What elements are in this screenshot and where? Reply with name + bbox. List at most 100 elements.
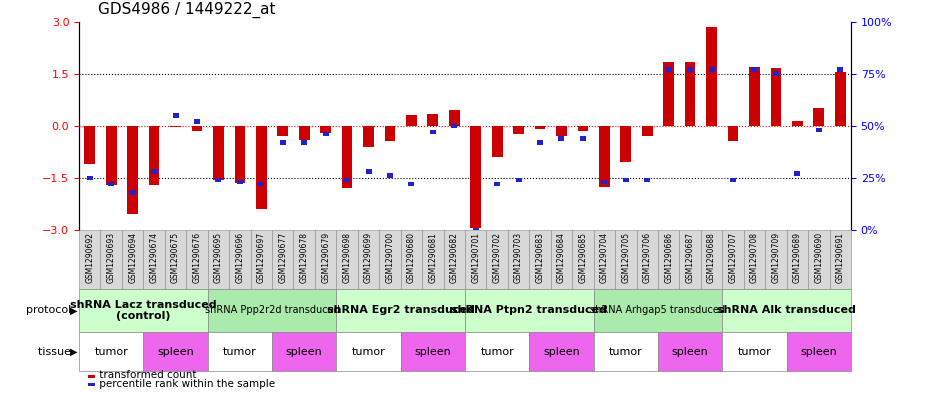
- Text: GSM1290691: GSM1290691: [836, 231, 844, 283]
- Bar: [751, 67, 757, 72]
- Bar: [272, 230, 294, 289]
- Text: spleen: spleen: [415, 347, 451, 357]
- Bar: [379, 230, 401, 289]
- Text: shRNA Alk transduced: shRNA Alk transduced: [717, 305, 856, 316]
- Bar: [143, 230, 165, 289]
- Bar: [492, 126, 502, 157]
- Bar: [837, 67, 844, 72]
- Text: ▶: ▶: [70, 347, 77, 357]
- Bar: [515, 178, 522, 182]
- Text: tissue: tissue: [38, 347, 74, 357]
- Bar: [229, 230, 250, 289]
- Bar: [294, 230, 315, 289]
- Bar: [234, 126, 246, 183]
- Text: tumor: tumor: [94, 347, 128, 357]
- Bar: [465, 230, 486, 289]
- Bar: [344, 178, 350, 182]
- Bar: [337, 332, 401, 371]
- Bar: [723, 230, 744, 289]
- Text: GSM1290678: GSM1290678: [299, 231, 309, 283]
- Text: GSM1290699: GSM1290699: [364, 231, 373, 283]
- Bar: [602, 180, 607, 184]
- Text: GSM1290703: GSM1290703: [514, 231, 523, 283]
- Bar: [100, 230, 122, 289]
- Text: spleen: spleen: [671, 347, 709, 357]
- Text: percentile rank within the sample: percentile rank within the sample: [96, 379, 275, 389]
- Text: GSM1290692: GSM1290692: [86, 231, 94, 283]
- Bar: [301, 140, 307, 145]
- Bar: [593, 230, 615, 289]
- Bar: [86, 176, 93, 180]
- Text: shRNA Lacz transduced
(control): shRNA Lacz transduced (control): [70, 300, 217, 321]
- Text: GSM1290682: GSM1290682: [450, 231, 458, 283]
- Bar: [680, 230, 701, 289]
- Bar: [387, 173, 393, 178]
- Bar: [401, 230, 422, 289]
- Bar: [315, 230, 337, 289]
- Bar: [401, 332, 465, 371]
- Bar: [79, 230, 100, 289]
- Text: GSM1290696: GSM1290696: [235, 231, 245, 283]
- Text: GSM1290708: GSM1290708: [750, 231, 759, 283]
- Bar: [250, 230, 272, 289]
- Text: GSM1290687: GSM1290687: [685, 231, 695, 283]
- Bar: [165, 230, 186, 289]
- Bar: [337, 289, 465, 332]
- Bar: [794, 171, 801, 176]
- Text: transformed count: transformed count: [96, 370, 196, 380]
- Text: GSM1290698: GSM1290698: [342, 231, 352, 283]
- Text: shRNA Arhgap5 transduced: shRNA Arhgap5 transduced: [591, 305, 725, 316]
- Bar: [666, 67, 671, 72]
- Bar: [556, 126, 567, 136]
- Text: GSM1290679: GSM1290679: [321, 231, 330, 283]
- Text: protocol: protocol: [26, 305, 74, 316]
- Bar: [494, 182, 500, 186]
- Text: spleen: spleen: [286, 347, 323, 357]
- Bar: [465, 332, 529, 371]
- Bar: [451, 123, 458, 128]
- Bar: [620, 126, 631, 162]
- Bar: [320, 126, 331, 133]
- Bar: [486, 230, 508, 289]
- Text: spleen: spleen: [801, 347, 837, 357]
- Bar: [194, 119, 200, 124]
- Bar: [623, 178, 629, 182]
- Bar: [216, 178, 221, 182]
- Text: GSM1290697: GSM1290697: [257, 231, 266, 283]
- Text: GSM1290704: GSM1290704: [600, 231, 609, 283]
- Text: GSM1290705: GSM1290705: [621, 231, 631, 283]
- Bar: [814, 108, 824, 126]
- Bar: [529, 230, 551, 289]
- Bar: [771, 68, 781, 126]
- Text: GSM1290689: GSM1290689: [793, 231, 802, 283]
- Bar: [170, 126, 181, 127]
- Bar: [79, 332, 143, 371]
- Text: tumor: tumor: [352, 347, 385, 357]
- Bar: [256, 126, 267, 209]
- Bar: [723, 332, 787, 371]
- Bar: [259, 182, 264, 186]
- Bar: [173, 113, 179, 118]
- Bar: [572, 230, 593, 289]
- Bar: [406, 116, 417, 126]
- Bar: [599, 126, 610, 187]
- Bar: [108, 182, 114, 186]
- Bar: [730, 178, 736, 182]
- Bar: [709, 67, 714, 72]
- Bar: [773, 72, 779, 76]
- Bar: [642, 126, 653, 136]
- Text: tumor: tumor: [480, 347, 514, 357]
- Bar: [79, 289, 207, 332]
- Bar: [337, 230, 358, 289]
- Bar: [408, 182, 415, 186]
- Bar: [816, 128, 822, 132]
- Bar: [106, 126, 116, 185]
- Bar: [615, 230, 636, 289]
- Bar: [444, 230, 465, 289]
- Bar: [644, 178, 650, 182]
- Text: GSM1290674: GSM1290674: [150, 231, 159, 283]
- Text: GSM1290695: GSM1290695: [214, 231, 223, 283]
- Text: GSM1290677: GSM1290677: [278, 231, 287, 283]
- Bar: [358, 230, 379, 289]
- Text: GSM1290676: GSM1290676: [193, 231, 202, 283]
